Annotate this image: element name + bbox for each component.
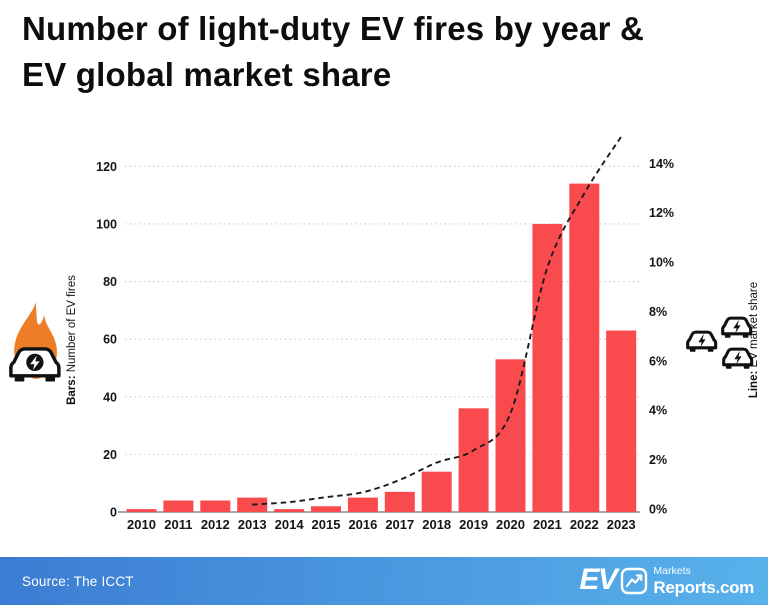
electric-car-icon <box>722 347 754 371</box>
bar-2017 <box>384 491 415 512</box>
page-title: Number of light-duty EV fires by year & … <box>22 6 644 98</box>
left-axis-title-prefix: Bars: <box>66 375 78 405</box>
bar-2016 <box>347 497 378 512</box>
ev-markets-reports-logo: EV Markets Reports.com <box>579 563 754 598</box>
bar-2014 <box>274 509 305 512</box>
electric-car-icon <box>721 316 753 340</box>
x-axis-label: 2021 <box>533 517 562 532</box>
right-axis-tick: 14% <box>649 157 674 171</box>
ev-fires-market-share-chart: 0 20 40 60 80 100 120 0% 2% 4% 6% 8% 10% 12% 14% 2010 20… <box>96 136 674 532</box>
right-axis-tick: 2% <box>649 453 667 467</box>
bar-2022 <box>569 183 600 512</box>
source-credit: Source: The ICCT <box>22 573 134 589</box>
bar-2018 <box>421 471 452 512</box>
logo-markets-text: Markets <box>653 565 691 578</box>
bar-2013 <box>237 497 268 512</box>
logo-reports-text: Reports.com <box>653 577 754 597</box>
bar-2020 <box>495 359 526 512</box>
left-axis-tick: 0 <box>110 506 117 520</box>
x-axis-label: 2014 <box>275 517 305 532</box>
right-axis-tick: 6% <box>649 354 667 368</box>
left-axis-tick: 100 <box>96 217 117 231</box>
left-axis-tick: 120 <box>96 160 117 174</box>
car-outline-icon <box>9 347 61 382</box>
footer-bar: Source: The ICCT EV Markets Reports.com <box>0 557 768 605</box>
bar-2011 <box>163 500 194 512</box>
market-share-line <box>252 136 622 506</box>
x-axis-label: 2017 <box>385 517 414 532</box>
x-axis-label: 2023 <box>607 517 636 532</box>
x-axis-label: 2022 <box>570 517 599 532</box>
right-axis-tick: 10% <box>649 256 674 270</box>
x-axis-label: 2015 <box>312 517 341 532</box>
electric-car-icon <box>686 330 718 354</box>
bar-2015 <box>311 506 341 512</box>
x-axis-label: 2016 <box>348 517 377 532</box>
logo-chart-icon <box>621 567 648 595</box>
bar-2010 <box>126 509 157 512</box>
right-axis-tick: 12% <box>649 206 674 220</box>
x-axis-label: 2013 <box>238 517 267 532</box>
left-axis-tick: 40 <box>103 390 117 404</box>
x-axis-label: 2010 <box>127 517 156 532</box>
left-axis-tick: 80 <box>103 275 117 289</box>
logo-wordmark: Markets Reports.com <box>653 566 754 596</box>
x-axis-label: 2018 <box>422 517 451 532</box>
bar-2019 <box>458 408 489 512</box>
left-axis-title-text: Number of EV fires <box>66 275 78 376</box>
x-axis-label: 2020 <box>496 517 525 532</box>
logo-ev-text: EV <box>579 563 618 596</box>
page-title-line1: Number of light-duty EV fires by year & <box>22 10 645 47</box>
x-axis-label: 2011 <box>164 517 192 532</box>
bar-2023 <box>606 330 637 512</box>
right-axis-tick: 4% <box>649 404 667 418</box>
page-title-line2: EV global market share <box>22 56 392 93</box>
bar-2021 <box>532 223 563 512</box>
burning-ev-car-icon <box>9 302 61 382</box>
left-axis-tick: 20 <box>103 448 117 462</box>
bar-2012 <box>200 500 231 512</box>
left-axis-title: Bars: Number of EV fires <box>66 275 78 405</box>
right-axis-tick: 0% <box>649 503 667 517</box>
right-axis-tick: 8% <box>649 305 667 319</box>
left-axis-tick: 60 <box>103 333 117 347</box>
x-axis-label: 2012 <box>201 517 230 532</box>
x-axis-label: 2019 <box>459 517 488 532</box>
three-electric-cars-icon <box>686 316 754 371</box>
